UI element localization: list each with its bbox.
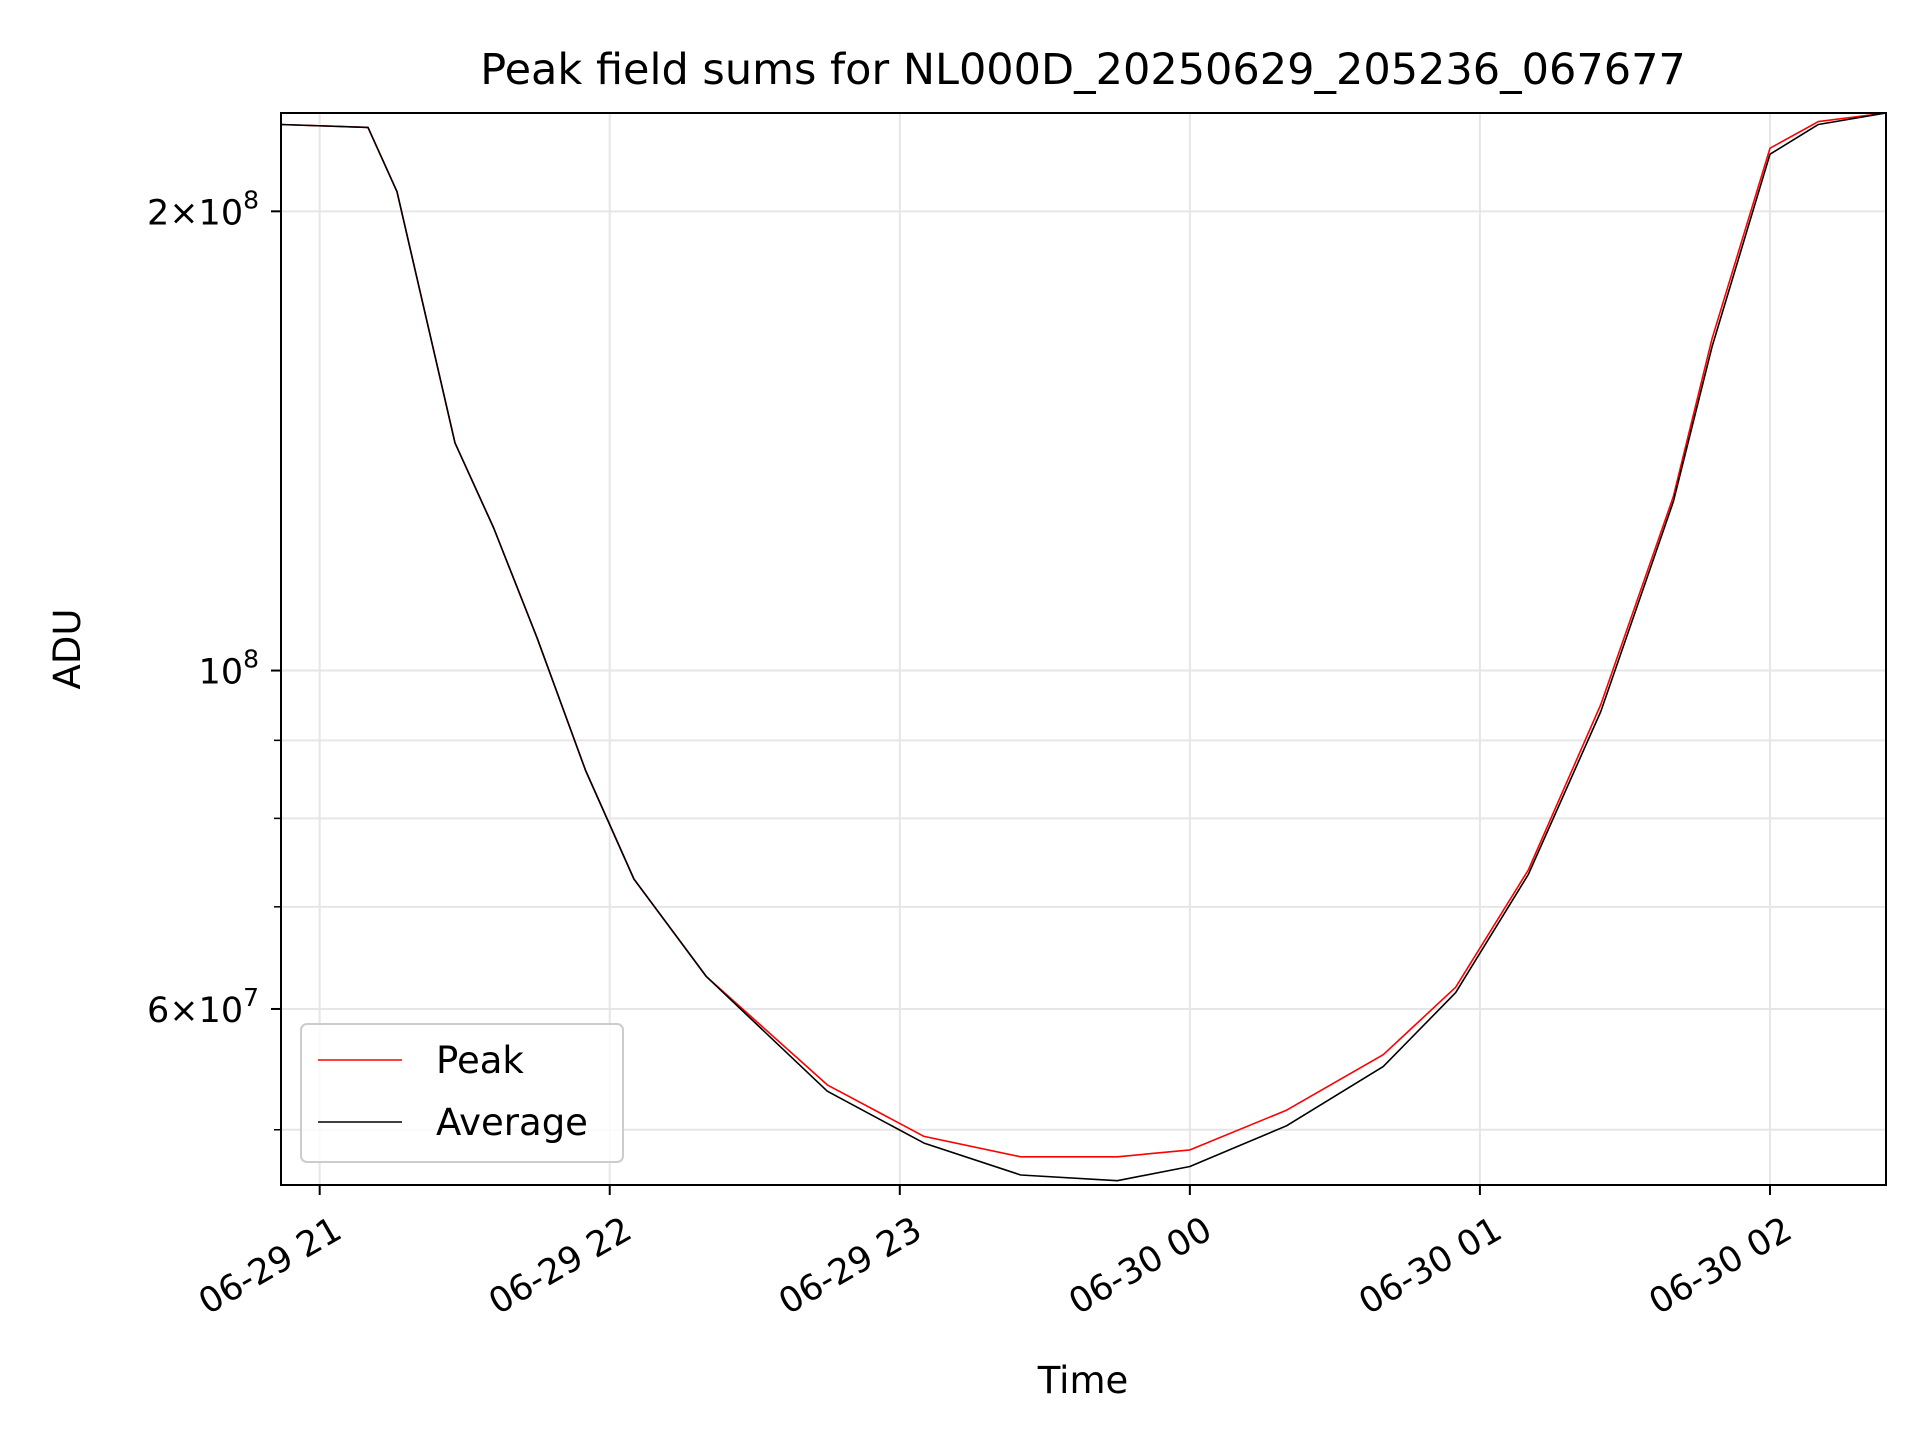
legend-label-peak: Peak bbox=[436, 1039, 524, 1082]
legend-box bbox=[300, 1023, 624, 1163]
y-tick-label-base: 10 bbox=[199, 653, 244, 693]
chart-title: Peak field sums for NL000D_20250629_2052… bbox=[480, 45, 1686, 95]
y-tick-label: 6×107 bbox=[147, 983, 259, 1031]
y-tick-label: 108 bbox=[199, 645, 259, 693]
x-axis-label: Time bbox=[1037, 1359, 1129, 1402]
series-layer bbox=[280, 112, 1887, 1182]
y-tick-label-base: 6×10 bbox=[147, 991, 243, 1031]
plot-frame bbox=[280, 112, 1887, 1186]
y-tick-label-base: 2×10 bbox=[147, 193, 243, 233]
series-line-average bbox=[280, 112, 1887, 1182]
legend-label-average: Average bbox=[436, 1101, 588, 1144]
y-axis-label: ADU bbox=[46, 609, 89, 690]
y-tick-label-exponent: 7 bbox=[243, 983, 259, 1012]
y-tick-label-exponent: 8 bbox=[243, 645, 259, 674]
y-tick-label: 2×108 bbox=[147, 185, 259, 233]
legend: Peak Average bbox=[300, 1023, 624, 1163]
y-tick-label-exponent: 8 bbox=[243, 185, 259, 214]
